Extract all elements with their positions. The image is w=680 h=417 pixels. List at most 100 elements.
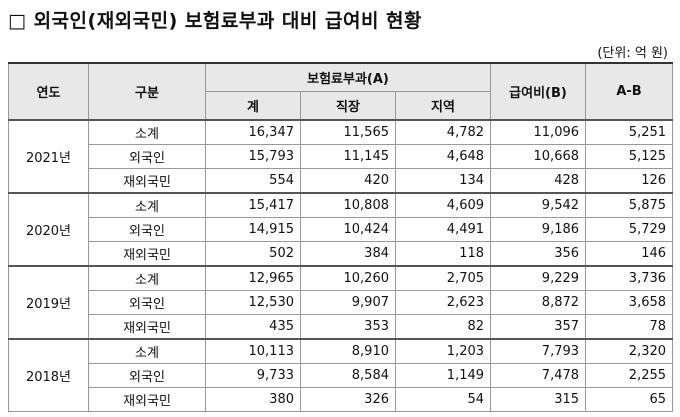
value-cell: 384 [300,241,396,267]
value-cell: 9,542 [490,192,587,218]
category-cell: 소계 [88,119,206,145]
value-cell: 8,872 [490,290,587,315]
value-cell: 10,424 [300,217,396,242]
table-row: 외국인 15,793 11,145 4,648 10,668 5,125 [9,144,674,169]
category-cell: 소계 [88,192,206,218]
value-cell: 9,229 [490,265,587,291]
value-cell: 65 [585,387,674,412]
value-cell: 4,491 [394,217,492,242]
value-cell: 12,965 [205,265,301,291]
table-row: 2021년 소계 16,347 11,565 4,782 11,096 5,251 [8,119,674,194]
header-row: 연도 구분 보험료부과(A) 급여비(B) A-B [8,62,674,121]
value-cell: 4,609 [394,192,492,218]
value-cell: 118 [394,241,492,267]
category-cell: 소계 [88,338,206,364]
value-cell: 9,907 [300,290,396,315]
value-cell: 7,793 [490,338,587,364]
table-row: 재외국민 380 326 54 315 65 [9,387,674,412]
table-row: 외국인 14,915 10,424 4,491 9,186 5,729 [9,217,674,242]
table-row: 재외국민 502 384 118 356 146 [9,241,674,267]
value-cell: 5,729 [585,217,674,242]
category-cell: 외국인 [88,217,206,242]
value-cell: 9,733 [205,363,301,388]
value-cell: 8,910 [300,338,396,364]
table-row: 외국인 12,530 9,907 2,623 8,872 3,658 [9,290,674,315]
title: □ 외국인(재외국민) 보험료부과 대비 급여비 현황 [8,10,423,32]
year-cell: 2019년 [8,265,89,340]
value-cell: 1,149 [394,363,492,388]
value-cell: 2,320 [585,338,674,364]
value-cell: 2,705 [394,265,492,291]
value-cell: 5,125 [585,144,674,169]
table-row: 2018년 소계 10,113 8,910 1,203 7,793 2,320 [8,338,674,412]
value-cell: 15,417 [205,192,301,218]
header-row: 계 직장 지역 [9,91,673,121]
year-cell: 2020년 [8,192,89,267]
value-cell: 10,113 [205,338,301,364]
category-cell: 재외국민 [88,387,206,412]
value-cell: 5,875 [585,192,674,218]
category-cell: 외국인 [88,363,206,388]
category-cell: 소계 [88,265,206,291]
value-cell: 3,736 [585,265,674,291]
value-cell: 4,782 [394,119,492,145]
category-cell: 재외국민 [88,314,206,340]
table-row: 외국인 9,733 8,584 1,149 7,478 2,255 [9,363,674,388]
value-cell: 2,255 [585,363,674,388]
unit-note: (단위: 억 원) [597,46,668,61]
table-row: 2020년 소계 15,417 10,808 4,609 9,542 5,875 [8,192,674,267]
value-cell: 10,808 [300,192,396,218]
value-cell: 146 [585,241,674,267]
year-cell: 2021년 [8,119,89,194]
value-cell: 428 [490,168,587,194]
value-cell: 82 [394,314,492,340]
category-cell: 외국인 [88,290,206,315]
value-cell: 5,251 [585,119,674,145]
value-cell: 12,530 [205,290,301,315]
value-cell: 10,668 [490,144,587,169]
value-cell: 4,648 [394,144,492,169]
value-cell: 78 [585,314,674,340]
header-cell: 급여비(B) [490,62,587,121]
category-cell: 재외국민 [88,241,206,267]
value-cell: 2,623 [394,290,492,315]
table-row: 재외국민 554 420 134 428 126 [9,168,674,194]
value-cell: 8,584 [300,363,396,388]
header-cell: 구분 [88,62,206,121]
year-cell: 2018년 [8,338,89,412]
table-row: 2019년 소계 12,965 10,260 2,705 9,229 3,736 [8,265,674,340]
category-cell: 재외국민 [88,168,206,194]
value-cell: 14,915 [205,217,301,242]
value-cell: 9,186 [490,217,587,242]
value-cell: 15,793 [205,144,301,169]
table: 연도 구분 보험료부과(A) 급여비(B) A-B 계 직장 지역 2021년 소… [8,62,674,412]
value-cell: 435 [205,314,301,340]
table-body: 2021년 소계 16,347 11,565 4,782 11,096 5,251 외국인 15… [8,119,674,412]
header-cell: 지역 [394,91,492,121]
header-cell: 보험료부과(A) [204,62,492,92]
value-cell: 380 [205,387,301,412]
value-cell: 54 [394,387,492,412]
value-cell: 16,347 [205,119,301,145]
value-cell: 11,565 [300,119,396,145]
value-cell: 7,478 [490,363,587,388]
value-cell: 502 [205,241,301,267]
header-cell: 직장 [300,91,396,121]
value-cell: 315 [490,387,587,412]
value-cell: 10,260 [300,265,396,291]
value-cell: 353 [300,314,396,340]
header-cell: 연도 [8,62,89,121]
header-cell: A-B [585,62,674,121]
category-cell: 외국인 [88,144,206,169]
header-cell: 계 [205,91,301,121]
value-cell: 420 [300,168,396,194]
table-row: 재외국민 435 353 82 357 78 [9,314,674,340]
value-cell: 356 [490,241,587,267]
value-cell: 126 [585,168,674,194]
value-cell: 11,096 [490,119,587,145]
value-cell: 1,203 [394,338,492,364]
value-cell: 134 [394,168,492,194]
value-cell: 554 [205,168,301,194]
value-cell: 11,145 [300,144,396,169]
